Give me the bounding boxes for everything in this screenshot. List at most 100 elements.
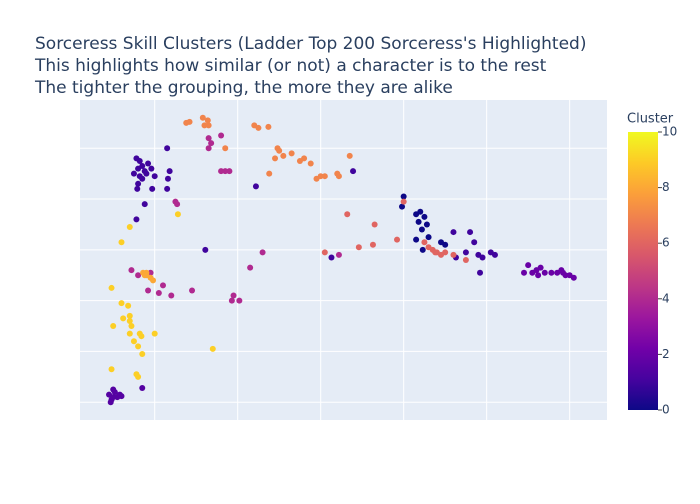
point bbox=[421, 239, 428, 246]
point bbox=[301, 155, 308, 162]
point bbox=[110, 394, 117, 401]
plot-area bbox=[80, 100, 607, 420]
point bbox=[118, 239, 125, 246]
point bbox=[421, 213, 428, 220]
point bbox=[560, 269, 567, 276]
point bbox=[155, 290, 162, 297]
point bbox=[135, 343, 142, 350]
point bbox=[265, 123, 272, 130]
point bbox=[346, 152, 353, 159]
point bbox=[230, 292, 237, 299]
point bbox=[418, 226, 425, 233]
point bbox=[419, 246, 426, 253]
point bbox=[335, 251, 342, 258]
point bbox=[462, 249, 469, 256]
point bbox=[151, 173, 158, 180]
point bbox=[321, 173, 328, 180]
point bbox=[479, 254, 486, 261]
point bbox=[537, 264, 544, 271]
point bbox=[110, 323, 117, 330]
point bbox=[143, 170, 150, 177]
point bbox=[471, 239, 478, 246]
point bbox=[369, 241, 376, 248]
point bbox=[139, 175, 146, 182]
point bbox=[400, 198, 407, 205]
point bbox=[126, 317, 133, 324]
point bbox=[247, 264, 254, 271]
point bbox=[164, 145, 171, 152]
point bbox=[450, 251, 457, 258]
point bbox=[423, 221, 430, 228]
point bbox=[205, 135, 212, 142]
point bbox=[272, 155, 279, 162]
point bbox=[120, 315, 127, 322]
point bbox=[108, 284, 115, 291]
point bbox=[335, 173, 342, 180]
point bbox=[145, 160, 152, 167]
colorbar-tick-label: 8 bbox=[662, 180, 670, 194]
point bbox=[442, 241, 449, 248]
point bbox=[189, 287, 196, 294]
point bbox=[350, 168, 357, 175]
point bbox=[130, 338, 137, 345]
point bbox=[525, 262, 532, 269]
colorbar-tick-label: 4 bbox=[662, 291, 670, 305]
point bbox=[148, 165, 155, 172]
point bbox=[133, 216, 140, 223]
point bbox=[394, 236, 401, 243]
point bbox=[110, 386, 117, 393]
point bbox=[317, 173, 324, 180]
point bbox=[521, 269, 528, 276]
point bbox=[450, 229, 457, 236]
point bbox=[135, 272, 142, 279]
point bbox=[477, 269, 484, 276]
point bbox=[201, 122, 208, 129]
point bbox=[199, 114, 206, 121]
point bbox=[141, 272, 148, 279]
point bbox=[442, 249, 449, 256]
point bbox=[135, 180, 142, 187]
point bbox=[128, 323, 135, 330]
point bbox=[280, 152, 287, 159]
point bbox=[541, 269, 548, 276]
point bbox=[141, 201, 148, 208]
point bbox=[118, 300, 125, 307]
point bbox=[218, 168, 225, 175]
point bbox=[138, 333, 145, 340]
point bbox=[108, 366, 115, 373]
chart-title: This highlights how similar (or not) a c… bbox=[34, 56, 547, 76]
colorbar-tick-label: 2 bbox=[662, 347, 670, 361]
point bbox=[259, 249, 266, 256]
point bbox=[535, 272, 542, 279]
point bbox=[126, 223, 133, 230]
colorbar bbox=[628, 132, 658, 410]
point bbox=[205, 122, 212, 129]
point bbox=[130, 170, 137, 177]
point bbox=[168, 292, 175, 299]
point bbox=[417, 208, 424, 215]
point bbox=[228, 297, 235, 304]
point bbox=[548, 269, 555, 276]
point bbox=[151, 330, 158, 337]
point bbox=[255, 124, 262, 131]
point bbox=[136, 157, 143, 164]
colorbar-title: Cluster bbox=[627, 112, 674, 127]
point bbox=[400, 193, 407, 200]
point bbox=[204, 117, 211, 124]
point bbox=[186, 118, 193, 125]
point bbox=[126, 330, 133, 337]
point bbox=[491, 251, 498, 258]
colorbar-tick-label: 10 bbox=[662, 125, 677, 139]
point bbox=[413, 236, 420, 243]
point bbox=[205, 145, 212, 152]
point bbox=[432, 249, 439, 256]
point bbox=[118, 393, 125, 400]
point bbox=[159, 282, 166, 289]
point bbox=[139, 385, 146, 391]
point bbox=[415, 218, 422, 225]
colorbar-tick-label: 0 bbox=[662, 403, 670, 417]
point bbox=[166, 168, 173, 175]
point bbox=[467, 229, 474, 236]
point bbox=[226, 168, 233, 175]
